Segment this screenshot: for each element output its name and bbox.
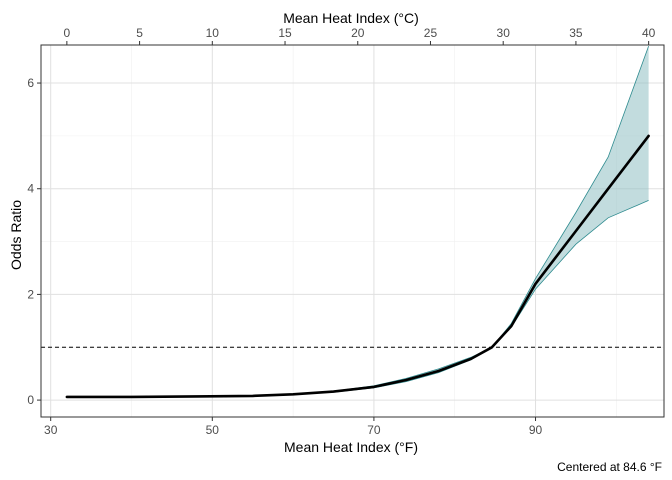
y-tick-label: 0 <box>27 393 34 407</box>
x-tick-label: 90 <box>529 423 543 437</box>
x-tick-label: 30 <box>44 423 58 437</box>
x-tick-label: 50 <box>206 423 220 437</box>
x2-tick-label: 20 <box>351 26 365 40</box>
x-tick-label: 70 <box>367 423 381 437</box>
y-tick-label: 4 <box>27 182 34 196</box>
x2-tick-label: 5 <box>136 26 143 40</box>
y-tick-label: 6 <box>27 76 34 90</box>
x2-axis-title: Mean Heat Index (°C) <box>283 10 419 26</box>
confidence-ribbon <box>66 46 649 397</box>
x2-tick-label: 0 <box>64 26 71 40</box>
panel-layer <box>40 44 665 418</box>
ribbon-upper-edge <box>66 45 649 398</box>
axis-layer: 30 50 70 90 0 5 10 15 20 25 30 35 40 0 2 4 6 <box>27 26 655 437</box>
y-tick-label: 2 <box>27 287 34 301</box>
line-layer <box>65 134 650 399</box>
panel-border <box>40 44 665 418</box>
x2-tick-label: 10 <box>206 26 220 40</box>
x2-tick-label: 30 <box>497 26 511 40</box>
x2-tick-label: 15 <box>278 26 292 40</box>
odds-ratio-line <box>65 134 650 399</box>
ribbon-layer <box>66 45 649 398</box>
x2-tick-label: 25 <box>424 26 438 40</box>
x2-tick-label: 35 <box>569 26 583 40</box>
y-axis-title: Odds Ratio <box>8 200 24 270</box>
ribbon-lower-edge <box>66 200 649 398</box>
chart-caption: Centered at 84.6 °F <box>557 460 662 474</box>
x-axis-title: Mean Heat Index (°F) <box>284 439 418 455</box>
x2-tick-label: 40 <box>642 26 656 40</box>
